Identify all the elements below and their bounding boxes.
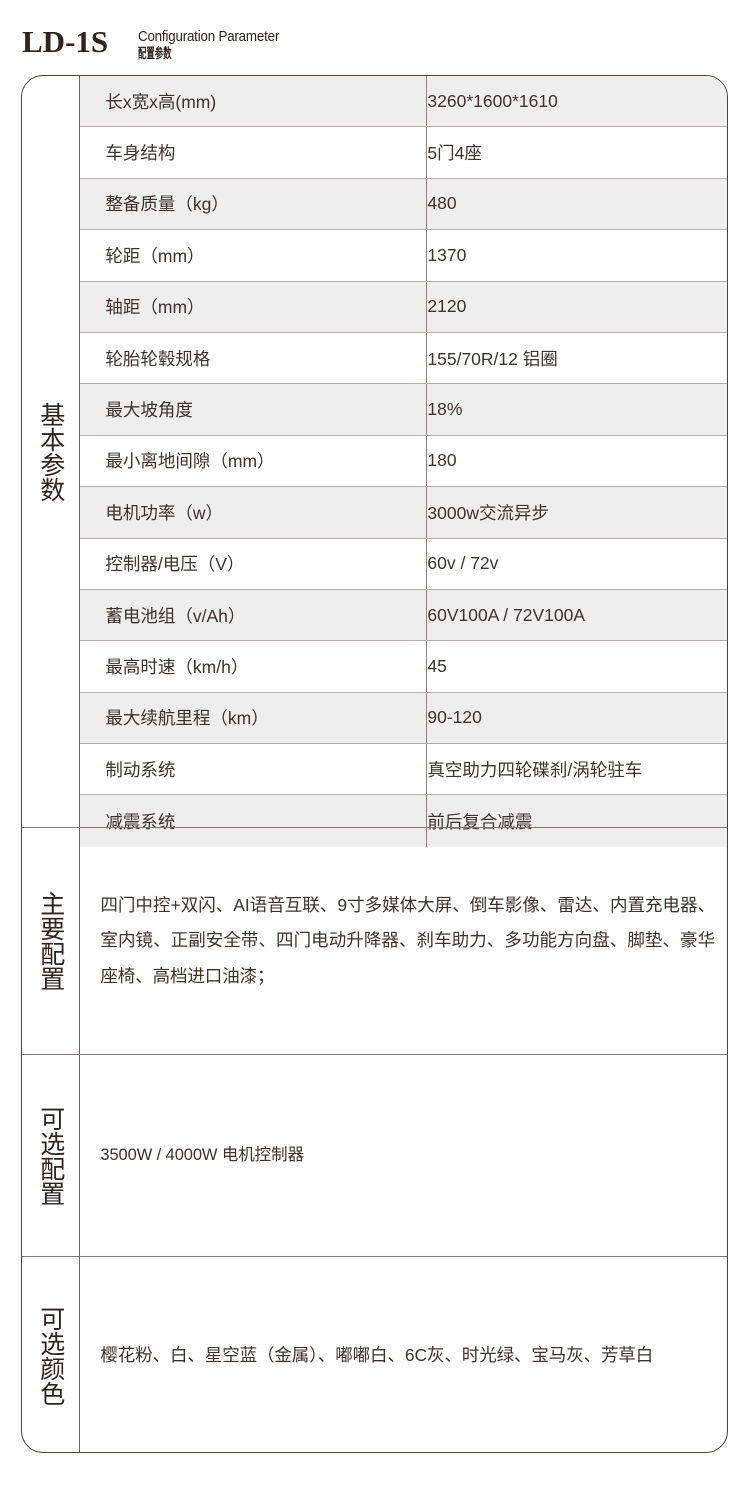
table-row: 控制器/电压（V） 60v / 72v bbox=[80, 538, 727, 590]
optional-configuration-text-block: 3500W / 4000W 电机控制器 bbox=[80, 1055, 727, 1256]
row-column-divider bbox=[425, 487, 428, 538]
optional-colors-text: 樱花粉、白、星空蓝（金属）、嘟嘟白、6C灰、时光绿、宝马灰、芳草白 bbox=[100, 1344, 654, 1365]
param-value: 真空助力四轮碟刹/涡轮驻车 bbox=[427, 759, 643, 780]
param-value: 60v / 72v bbox=[427, 553, 499, 574]
param-name: 电机功率（w） bbox=[105, 502, 224, 523]
section-label-main-config-text: 主要配置 bbox=[36, 891, 65, 991]
table-row: 最大坡角度 18% bbox=[80, 384, 727, 436]
label-column-divider bbox=[79, 76, 81, 1452]
section-label-optional-colors-text: 可选颜色 bbox=[36, 1305, 65, 1406]
param-value: 5门4座 bbox=[427, 143, 482, 164]
basic-parameter-rows: 长x宽x高(mm) 3260*1600*1610 车身结构 5门4座 整备质量（… bbox=[80, 76, 727, 847]
param-name: 蓄电池组（v/Ah） bbox=[105, 605, 246, 626]
table-row: 最大续航里程（km） 90-120 bbox=[80, 692, 727, 745]
section-label-basic-text: 基本参数 bbox=[36, 401, 65, 502]
section-label-optional-config: 可选配置 bbox=[22, 1055, 79, 1256]
table-row: 轴距（mm） 2120 bbox=[80, 281, 727, 333]
header-title-en: Configuration Parameter bbox=[138, 29, 280, 45]
row-column-divider bbox=[425, 127, 428, 178]
section-label-optional-colors: 可选颜色 bbox=[22, 1257, 79, 1452]
row-column-divider bbox=[425, 589, 428, 641]
param-name: 长x宽x高(mm) bbox=[105, 91, 217, 112]
param-name: 最大坡角度 bbox=[105, 400, 193, 421]
row-column-divider bbox=[425, 230, 428, 281]
row-column-divider bbox=[425, 744, 428, 795]
param-name: 轴距（mm） bbox=[105, 297, 205, 318]
param-name: 整备质量（kg） bbox=[105, 194, 229, 215]
param-name: 最大续航里程（km） bbox=[105, 708, 269, 729]
param-value: 3260*1600*1610 bbox=[427, 90, 558, 111]
row-column-divider bbox=[425, 332, 428, 384]
specification-table: 基本参数 长x宽x高(mm) 3260*1600*1610 车身结构 5门4座 … bbox=[21, 75, 728, 1453]
param-value: 45 bbox=[427, 655, 447, 676]
param-value: 2120 bbox=[427, 296, 467, 317]
param-name: 制动系统 bbox=[105, 759, 176, 780]
section-optional-colors: 可选颜色 樱花粉、白、星空蓝（金属）、嘟嘟白、6C灰、时光绿、宝马灰、芳草白 bbox=[22, 1257, 727, 1452]
section-rule bbox=[22, 1054, 727, 1056]
param-name: 车身结构 bbox=[105, 143, 176, 164]
param-name: 最高时速（km/h） bbox=[105, 656, 249, 677]
main-configuration-text-block: 四门中控+双闪、AI语音互联、9寸多媒体大屏、倒车影像、雷达、内置充电器、室内镜… bbox=[80, 828, 727, 1054]
param-value: 90-120 bbox=[427, 707, 482, 728]
optional-colors-text-block: 樱花粉、白、星空蓝（金属）、嘟嘟白、6C灰、时光绿、宝马灰、芳草白 bbox=[80, 1257, 727, 1452]
table-row: 最小离地间隙（mm） 180 bbox=[80, 435, 727, 488]
main-configuration-text: 四门中控+双闪、AI语音互联、9寸多媒体大屏、倒车影像、雷达、内置充电器、室内镜… bbox=[100, 894, 715, 986]
param-name: 减震系统 bbox=[105, 811, 176, 832]
row-column-divider bbox=[425, 435, 428, 487]
row-column-divider bbox=[425, 538, 428, 589]
row-column-divider bbox=[425, 795, 428, 847]
section-optional-configuration: 可选配置 3500W / 4000W 电机控制器 bbox=[22, 1055, 727, 1256]
header-title-cn: 配置参数 bbox=[138, 46, 172, 61]
param-name: 最小离地间隙（mm） bbox=[105, 451, 275, 472]
section-main-configuration: 主要配置 四门中控+双闪、AI语音互联、9寸多媒体大屏、倒车影像、雷达、内置充电… bbox=[22, 828, 727, 1054]
table-row: 轮距（mm） 1370 bbox=[80, 230, 727, 282]
param-value: 480 bbox=[427, 193, 457, 214]
section-label-main-config: 主要配置 bbox=[22, 828, 79, 1054]
section-rule bbox=[22, 1256, 727, 1258]
param-name: 轮距（mm） bbox=[105, 245, 205, 266]
section-rule bbox=[22, 827, 727, 829]
table-row: 整备质量（kg） 480 bbox=[80, 178, 727, 231]
param-value: 180 bbox=[427, 450, 457, 471]
row-column-divider bbox=[425, 384, 428, 435]
section-label-optional-config-text: 可选配置 bbox=[36, 1105, 65, 1206]
table-row: 减震系统 前后复合减震 bbox=[80, 795, 727, 847]
table-row: 长x宽x高(mm) 3260*1600*1610 bbox=[80, 76, 727, 128]
section-label-basic: 基本参数 bbox=[22, 76, 79, 827]
section-basic-parameters: 基本参数 长x宽x高(mm) 3260*1600*1610 车身结构 5门4座 … bbox=[22, 76, 727, 847]
table-row: 轮胎轮毂规格 155/70R/12 铝圈 bbox=[80, 332, 727, 385]
row-column-divider bbox=[425, 178, 428, 230]
param-value: 60V100A / 72V100A bbox=[427, 604, 586, 625]
row-column-divider bbox=[425, 76, 428, 127]
param-value: 前后复合减震 bbox=[427, 811, 533, 832]
table-row: 最高时速（km/h） 45 bbox=[80, 641, 727, 693]
param-value: 18% bbox=[427, 399, 463, 420]
table-row: 车身结构 5门4座 bbox=[80, 127, 727, 179]
table-row: 电机功率（w） 3000w交流异步 bbox=[80, 487, 727, 539]
table-row: 制动系统 真空助力四轮碟刹/涡轮驻车 bbox=[80, 744, 727, 796]
optional-configuration-text: 3500W / 4000W 电机控制器 bbox=[100, 1146, 304, 1165]
param-name: 控制器/电压（V） bbox=[105, 554, 245, 575]
row-column-divider bbox=[425, 641, 428, 692]
row-column-divider bbox=[425, 281, 428, 332]
param-name: 轮胎轮毂规格 bbox=[105, 348, 211, 369]
page-header: LD-1S Configuration Parameter 配置参数 bbox=[0, 0, 750, 75]
table-row: 蓄电池组（v/Ah） 60V100A / 72V100A bbox=[80, 589, 727, 642]
param-value: 155/70R/12 铝圈 bbox=[427, 348, 558, 369]
row-column-divider bbox=[425, 692, 428, 744]
param-value: 3000w交流异步 bbox=[427, 502, 549, 523]
param-value: 1370 bbox=[427, 244, 467, 265]
model-code: LD-1S bbox=[22, 24, 109, 59]
